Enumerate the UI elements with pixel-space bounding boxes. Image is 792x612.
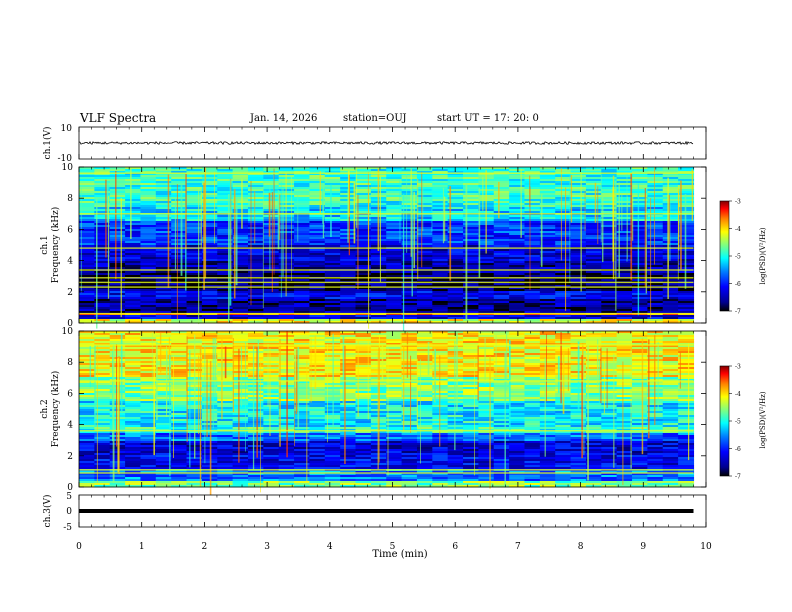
ch3-ylabel: ch.3(V) (42, 495, 53, 528)
station-label: station=OUJ (343, 113, 407, 124)
ch1-spec-ytick-label: 6 (67, 225, 73, 235)
ch1-ytick-top: 10 (61, 124, 73, 134)
ch2-spec-ytick-label: 8 (67, 358, 73, 368)
ch3-ytick-top: 5 (66, 492, 72, 502)
ch1-ylabel: ch.1(V) (42, 127, 53, 160)
time-tick-label: 5 (390, 542, 396, 552)
ch2-spec-ytick-label: 2 (67, 452, 73, 462)
ch1-spec-ytick-label: 2 (67, 288, 73, 298)
ch1-spec-ytick-label: 0 (67, 319, 73, 329)
ch2-colorbar-label: log(PSD)(V²/Hz) (759, 391, 767, 448)
ch3-level-line (79, 509, 694, 513)
ch2-spec-colorbar-tick: -5 (735, 419, 741, 426)
ch2-spec-ytick-label: 0 (67, 483, 73, 493)
ch2-spec-ylabel-1: ch.2 (40, 399, 50, 418)
ch1-colorbar (719, 200, 730, 312)
time-tick-label: 6 (452, 542, 458, 552)
ch2-spec-ytick-label: 4 (67, 421, 73, 431)
time-tick-label: 0 (76, 542, 82, 552)
ch1-spec-ytick-label: 4 (67, 257, 73, 267)
time-axis-labels: 0 1 2 3 4 5 6 7 8 9 10 (76, 542, 712, 552)
ch3-level-panel: 5 0 -5 ch.3(V) (42, 492, 707, 533)
ch2-spec-colorbar-tick: -3 (735, 364, 741, 371)
start-time-label: start UT = 17: 20: 0 (437, 113, 539, 124)
ch2-spec-colorbar-tick: -6 (735, 446, 741, 453)
time-tick-label: 10 (700, 542, 712, 552)
time-tick-label: 8 (578, 542, 584, 552)
ch1-colorbar-label: log(PSD)(V²/Hz) (759, 227, 767, 284)
ch3-ytick-mid: 0 (66, 507, 72, 517)
time-tick-label: 4 (327, 542, 333, 552)
ch1-ytick-bottom: -10 (58, 154, 73, 164)
ch1-spec-ylabel-2: Frequency (kHz) (50, 207, 61, 284)
time-tick-label: 3 (264, 542, 270, 552)
ch2-spec-colorbar-tick: -7 (735, 474, 741, 481)
ch2-spectrogram-image (79, 331, 706, 496)
ch1-spec-colorbar-tick: -4 (735, 226, 741, 233)
ch1-waveform-line (78, 140, 694, 146)
time-tick-label: 7 (515, 542, 521, 552)
time-tick-label: 9 (640, 542, 646, 552)
date-label: Jan. 14, 2026 (250, 113, 318, 124)
time-axis-ticks (78, 127, 707, 527)
ch2-spec-ytick-label: 10 (62, 327, 74, 337)
ch1-spec-colorbar-tick: -6 (735, 281, 741, 288)
time-axis-title: Time (min) (372, 549, 427, 560)
ch1-spec-ytick-label: 8 (67, 194, 73, 204)
ch2-colorbar (719, 365, 730, 477)
ch1-waveform-panel: 10 -10 ch.1(V) (42, 124, 707, 164)
ch1-spec-ylabel-1: ch.1 (40, 235, 50, 254)
ch2-spec-ylabel-2: Frequency (kHz) (50, 371, 61, 448)
ch1-spec-colorbar-tick: -5 (735, 254, 741, 261)
ch1-spec-ytick-label: 10 (62, 163, 74, 173)
time-tick-label: 1 (139, 542, 145, 552)
ch2-spec-ytick-label: 6 (67, 389, 73, 399)
ch3-ytick-bottom: -5 (63, 523, 72, 533)
chart-title: VLF Spectra (80, 111, 157, 125)
ch2-spec-colorbar-tick: -4 (735, 391, 741, 398)
ch1-spec-colorbar-tick: -7 (735, 309, 741, 316)
ch1-spectrogram-image (79, 167, 706, 335)
time-tick-label: 2 (202, 542, 208, 552)
ch1-spec-colorbar-tick: -3 (735, 199, 741, 206)
